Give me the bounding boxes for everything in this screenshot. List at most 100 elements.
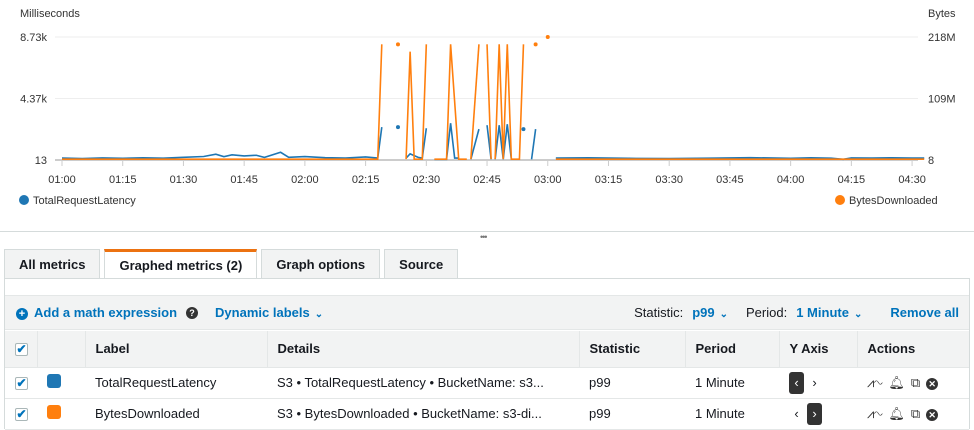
alarm-bell-icon[interactable]: 🔔︎ <box>888 405 905 421</box>
metric-details: S3 • TotalRequestLatency • BucketName: s… <box>267 367 579 399</box>
tab-all-metrics[interactable]: All metrics <box>4 249 101 279</box>
row-checkbox[interactable]: ✔ <box>15 407 28 421</box>
x-tick-label: 02:45 <box>473 174 501 186</box>
add-math-label: Add a math expression <box>34 305 178 320</box>
remove-icon[interactable]: ✕ <box>926 377 939 390</box>
x-tick-label: 03:00 <box>534 174 562 186</box>
data-point-BytesDownloaded <box>545 35 550 39</box>
x-tick-label: 04:15 <box>838 174 866 186</box>
x-tick-label: 02:00 <box>291 174 319 186</box>
remove-icon[interactable]: ✕ <box>926 408 939 421</box>
tab-graphed-metrics[interactable]: Graphed metrics (2) <box>104 249 258 279</box>
metric-statistic[interactable]: p99 <box>579 367 685 399</box>
legend-swatch-bytes <box>835 195 845 205</box>
dynamic-labels-label: Dynamic labels <box>215 305 310 320</box>
graphed-metrics-panel: + Add a math expression ? Dynamic labels ⌄… <box>4 278 970 430</box>
left-tick-label: 13 <box>35 155 47 167</box>
color-swatch[interactable] <box>47 405 61 419</box>
period-value: 1 Minute <box>796 305 849 320</box>
series-line-BytesDownloaded <box>494 44 525 160</box>
color-column-header <box>37 331 86 368</box>
metric-label[interactable]: TotalRequestLatency <box>85 367 267 399</box>
chevron-down-icon: ⌄ <box>314 309 324 320</box>
series-line-TotalRequestLatency <box>494 124 513 160</box>
column-header-actions: Actions <box>857 331 969 368</box>
period-label: Period: <box>746 305 788 320</box>
duplicate-icon[interactable]: ⧉ <box>910 374 921 390</box>
add-math-expression-button[interactable]: + Add a math expression <box>16 305 177 320</box>
statistic-label: Statistic: <box>634 305 684 320</box>
dynamic-labels-dropdown[interactable]: Dynamic labels ⌄ <box>215 305 323 320</box>
help-icon[interactable]: ? <box>186 306 199 319</box>
x-tick-label: 03:30 <box>655 174 683 186</box>
x-tick-label: 03:45 <box>716 174 744 186</box>
series-line-BytesDownloaded <box>62 44 383 160</box>
statistic-dropdown[interactable]: p99 ⌄ <box>692 305 728 320</box>
x-tick-label: 02:30 <box>413 174 441 186</box>
series-line-TotalRequestLatency <box>530 129 537 160</box>
x-tick-label: 01:30 <box>170 174 198 186</box>
series-line-TotalRequestLatency <box>470 128 480 160</box>
series-line-BytesDownloaded <box>470 44 480 160</box>
column-header-details[interactable]: Details <box>267 331 580 368</box>
series-line-BytesDownloaded <box>405 44 428 160</box>
x-tick-label: 03:15 <box>595 174 623 186</box>
metric-statistic[interactable]: p99 <box>579 398 685 430</box>
table-row: ✔ TotalRequestLatency S3 • TotalRequestL… <box>5 367 969 399</box>
table-header-row: ✔ Label Details Statistic Period Y Axis … <box>5 331 969 368</box>
right-axis-label: Bytes <box>928 8 956 20</box>
pulse-icon[interactable]: ⩘∿ <box>867 374 883 390</box>
column-header-y-axis: Y Axis <box>779 331 858 368</box>
column-header-statistic[interactable]: Statistic <box>579 331 686 368</box>
graphed-metrics-table: ✔ Label Details Statistic Period Y Axis … <box>5 331 969 430</box>
select-all-checkbox[interactable]: ✔ <box>15 342 28 357</box>
x-tick-label: 02:15 <box>352 174 380 186</box>
alarm-bell-icon[interactable]: 🔔︎ <box>888 374 905 390</box>
right-tick-label: 218M <box>928 32 956 44</box>
remove-all-button[interactable]: Remove all <box>890 305 959 320</box>
x-tick-label: 01:45 <box>230 174 258 186</box>
column-header-label[interactable]: Label <box>85 331 268 368</box>
duplicate-icon[interactable]: ⧉ <box>910 405 921 421</box>
x-tick-label: 04:30 <box>898 174 926 186</box>
legend-bytes[interactable]: BytesDownloaded <box>849 195 938 207</box>
y-axis-right-button[interactable]: › <box>807 402 822 425</box>
x-tick-label: 01:00 <box>48 174 76 186</box>
metric-period[interactable]: 1 Minute <box>685 398 779 430</box>
left-tick-label: 4.37k <box>20 94 47 106</box>
metric-label[interactable]: BytesDownloaded <box>85 398 267 430</box>
series-line-TotalRequestLatency <box>61 127 383 160</box>
series-line-TotalRequestLatency <box>405 128 428 159</box>
resize-grip-icon[interactable]: ••• <box>480 232 488 242</box>
left-tick-label: 8.73k <box>20 32 47 44</box>
x-tick-label: 01:15 <box>109 174 137 186</box>
tab-graph-options[interactable]: Graph options <box>261 249 381 279</box>
y-axis-right-button[interactable]: › <box>812 374 817 390</box>
metric-details: S3 • BytesDownloaded • BucketName: s3-di… <box>267 398 579 430</box>
legend-swatch-latency <box>19 195 29 205</box>
pulse-icon[interactable]: ⩘∿ <box>867 405 883 421</box>
metric-period[interactable]: 1 Minute <box>685 367 779 399</box>
metrics-toolbar: + Add a math expression ? Dynamic labels ⌄… <box>5 295 969 330</box>
legend-latency[interactable]: TotalRequestLatency <box>33 195 136 207</box>
series-line-BytesDownloaded <box>434 44 467 160</box>
plus-circle-icon: + <box>16 308 28 320</box>
color-swatch[interactable] <box>47 374 61 388</box>
tab-source[interactable]: Source <box>384 249 459 279</box>
row-checkbox[interactable]: ✔ <box>15 376 28 390</box>
right-tick-label: 109M <box>928 94 956 106</box>
x-tick-label: 04:00 <box>777 174 805 186</box>
data-point-BytesDownloaded <box>395 42 400 47</box>
resize-divider[interactable] <box>0 231 974 232</box>
right-tick-label: 8 <box>928 155 934 167</box>
table-row: ✔ BytesDownloaded S3 • BytesDownloaded •… <box>5 398 969 430</box>
statistic-value: p99 <box>692 305 715 320</box>
column-header-period[interactable]: Period <box>685 331 780 368</box>
y-axis-left-button[interactable]: ‹ <box>789 371 804 394</box>
y-axis-left-button[interactable]: ‹ <box>794 405 799 421</box>
metrics-chart: Milliseconds Bytes 8.73k 218M 4.37k 109M 13 8… <box>19 8 956 207</box>
series-line-BytesDownloaded <box>486 44 492 160</box>
left-axis-label: Milliseconds <box>20 8 80 20</box>
data-point-TotalRequestLatency <box>521 127 526 132</box>
period-dropdown[interactable]: 1 Minute ⌄ <box>796 305 862 320</box>
